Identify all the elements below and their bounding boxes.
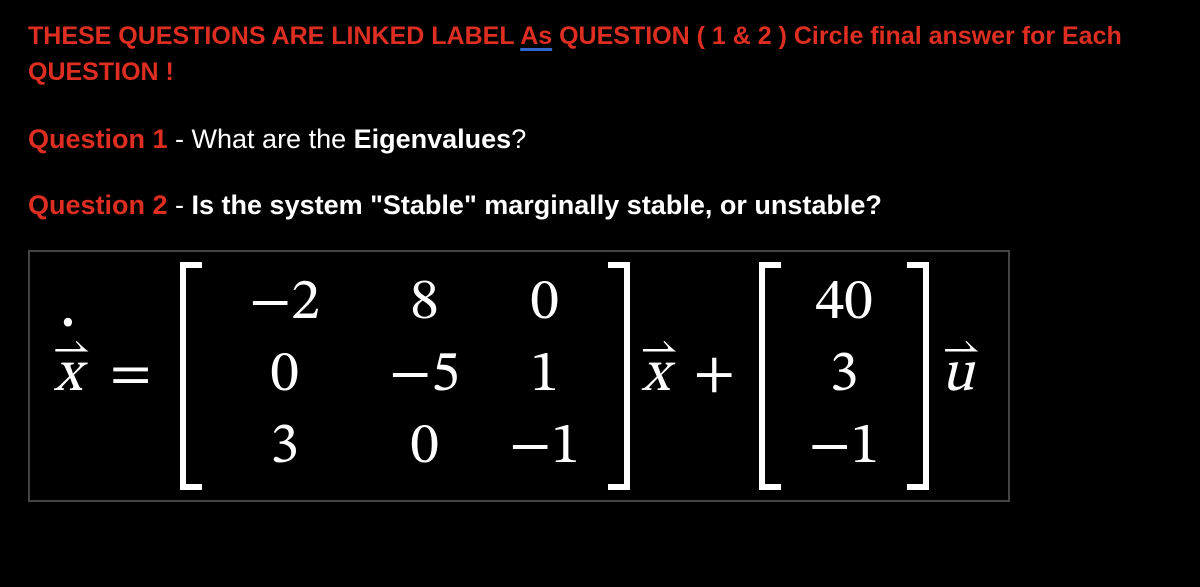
q1-sep: - [168,124,192,154]
dot-icon: • [60,315,76,332]
header-text-pre: THESE QUESTIONS ARE LINKED LABEL [28,22,520,50]
a-cell: −2 [210,268,360,340]
q2-bold: Is the system "Stable" marginally stable… [192,190,882,220]
a-matrix: −2 8 0 0 −5 1 3 0 −1 [180,262,630,490]
header-text-mid: QUESTION [552,22,690,50]
a-matrix-cells: −2 8 0 0 −5 1 3 0 −1 [198,262,612,490]
a-cell: 0 [360,412,490,484]
x-vector: ⇀ x [636,339,676,412]
a-cell: 3 [210,412,360,484]
q1-bold: Eigenvalues [354,124,512,154]
b-cell: 3 [789,340,899,412]
bracket-right-icon [911,262,929,490]
question-1: Question 1 - What are the Eigenvalues? [28,119,1172,160]
header-text-as: As [520,22,552,50]
equation-box: ⇀ • x = −2 8 0 0 −5 1 3 0 −1 [28,250,1010,502]
equals-sign: = [88,339,174,412]
b-matrix: 40 3 −1 [759,262,929,490]
a-cell: −5 [360,340,490,412]
bracket-right-icon [612,262,630,490]
u-vector: ⇀ u [935,339,980,412]
bracket-left-icon [759,262,777,490]
a-cell: 1 [490,340,600,412]
plus-sign: + [675,339,753,412]
q2-label: Question 2 [28,190,168,220]
question-2: Question 2 - Is the system "Stable" marg… [28,185,1172,226]
arrow-icon: ⇀ [943,327,976,375]
a-cell: 8 [360,268,490,340]
a-cell: 0 [490,268,600,340]
q1-text-b: ? [511,124,526,154]
q1-text-a: What are the [192,124,354,154]
q2-sep: - [168,190,192,220]
arrow-icon: ⇀ [641,327,674,375]
xdot-vector: ⇀ • x [48,339,88,412]
b-matrix-cells: 40 3 −1 [777,262,911,490]
page: THESE QUESTIONS ARE LINKED LABEL As QUES… [0,0,1200,520]
b-cell: 40 [789,268,899,340]
q1-label: Question 1 [28,124,168,154]
a-cell: −1 [490,412,600,484]
a-cell: 0 [210,340,360,412]
bracket-left-icon [180,262,198,490]
header-instruction: THESE QUESTIONS ARE LINKED LABEL As QUES… [28,18,1172,91]
state-space-equation: ⇀ • x = −2 8 0 0 −5 1 3 0 −1 [48,262,980,490]
b-cell: −1 [789,412,899,484]
